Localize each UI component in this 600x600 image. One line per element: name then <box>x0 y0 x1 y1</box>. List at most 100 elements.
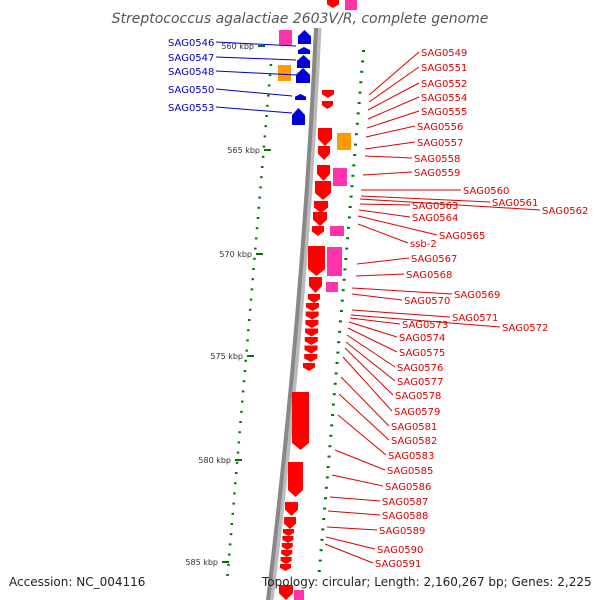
leader-line-right <box>342 356 393 412</box>
gene-small-cluster-bottom <box>282 536 294 543</box>
gene-sag0549 <box>322 90 334 98</box>
gene-label-left: SAG0547 <box>168 53 214 64</box>
gene-label-right: SAG0579 <box>394 407 440 418</box>
minor-tick <box>317 570 321 572</box>
leader-line-right <box>367 82 420 111</box>
gene-label-right: SAG0582 <box>391 436 437 447</box>
gene-sag0560 <box>314 201 328 213</box>
gene-label-right: SAG0577 <box>397 377 443 388</box>
gene-label-right: SAG0568 <box>406 270 452 281</box>
minor-tick <box>353 154 357 156</box>
gene-label-right: ssb-2 <box>410 239 437 250</box>
minor-tick <box>356 112 360 115</box>
gene-label-right: SAG0555 <box>421 107 467 118</box>
gene-label-right: SAG0585 <box>387 466 433 477</box>
leader-line-right <box>344 347 394 396</box>
gene-sag0547 <box>298 47 310 54</box>
minor-tick <box>358 91 362 94</box>
gene-label-right: SAG0561 <box>492 198 538 209</box>
leader-line-left <box>215 106 293 114</box>
leader-line-right <box>357 223 409 244</box>
minor-tick <box>243 370 247 372</box>
scale-label: 560 kbp <box>221 42 254 51</box>
minor-tick <box>345 247 349 250</box>
leader-line-right <box>359 198 541 211</box>
leader-line-left <box>215 56 297 61</box>
minor-tick <box>336 351 340 354</box>
gene-sag0563 <box>313 212 327 226</box>
gene-label-right: SAG0563 <box>412 201 458 212</box>
gene-orange-right <box>337 133 351 150</box>
minor-tick <box>331 403 335 406</box>
minor-tick <box>248 308 252 311</box>
gene-special-top <box>279 30 292 45</box>
leader-line-right <box>365 125 416 138</box>
minor-tick <box>339 320 342 323</box>
gene-small-cluster <box>304 345 318 354</box>
gene-small-cluster-bottom <box>281 550 293 557</box>
minor-tick <box>332 393 336 396</box>
leader-line-right <box>358 209 411 218</box>
minor-tick <box>240 410 243 413</box>
minor-tick <box>254 237 258 240</box>
gene-sag0579 <box>303 363 315 371</box>
leader-line-right <box>366 110 420 129</box>
minor-tick <box>255 227 259 230</box>
gene-small-cluster <box>306 303 319 311</box>
minor-tick <box>247 329 250 332</box>
leader-line-right <box>349 317 401 325</box>
gene-label-right: SAG0574 <box>399 333 445 344</box>
minor-tick <box>235 472 238 474</box>
leader-line-right <box>351 309 451 318</box>
gene-sag0555 <box>318 128 332 146</box>
gene-sag0556 <box>318 146 330 160</box>
gene-label-right: SAG0575 <box>399 348 445 359</box>
gene-sag0569 <box>309 277 322 293</box>
leader-line-right <box>345 341 396 382</box>
leader-line-left <box>215 88 293 97</box>
backbone <box>266 27 322 600</box>
minor-tick <box>349 195 353 198</box>
minor-tick <box>254 247 257 250</box>
leader-line-right <box>331 474 384 487</box>
gene-small-cluster <box>304 337 318 345</box>
minor-tick <box>248 319 251 321</box>
minor-tick <box>325 476 329 479</box>
minor-tick <box>326 466 330 468</box>
gene-bottom <box>279 585 293 600</box>
minor-tick <box>340 299 344 302</box>
minor-tick <box>237 441 241 444</box>
gene-label-right: SAG0583 <box>388 451 434 462</box>
minor-tick <box>362 50 365 52</box>
gene-small-cluster-bottom <box>281 543 293 550</box>
minor-tick <box>361 60 365 63</box>
minor-tick <box>256 217 260 219</box>
gene-sag0558 <box>317 165 330 181</box>
leader-line-right <box>351 293 403 301</box>
gene-orange-left <box>278 65 291 81</box>
gene-top-special <box>345 0 357 10</box>
minor-tick <box>320 538 324 541</box>
leader-line-right <box>334 449 386 471</box>
leader-line-right <box>362 171 413 176</box>
topology-label: Topology: circular; Length: 2,160,267 bp… <box>261 575 592 589</box>
gene-sag0547b <box>297 55 310 68</box>
minor-tick <box>228 543 232 546</box>
minor-tick <box>258 196 261 199</box>
minor-tick <box>269 64 273 66</box>
gene-small-cluster <box>305 311 319 320</box>
gene-ssb2 <box>330 226 344 236</box>
minor-tick <box>261 155 265 158</box>
leader-line-right <box>367 96 420 120</box>
gene-label-left: SAG0550 <box>168 85 214 96</box>
gene-label-right: SAG0572 <box>502 323 548 334</box>
leader-line-right <box>368 66 420 103</box>
leader-line-right <box>326 526 378 531</box>
leader-line-right <box>324 543 374 564</box>
gene-sag0559 <box>315 181 331 200</box>
leader-line-right <box>340 376 390 427</box>
gene-features <box>278 0 357 600</box>
minor-tick <box>267 84 271 87</box>
gene-label-right: SAG0559 <box>414 168 460 179</box>
